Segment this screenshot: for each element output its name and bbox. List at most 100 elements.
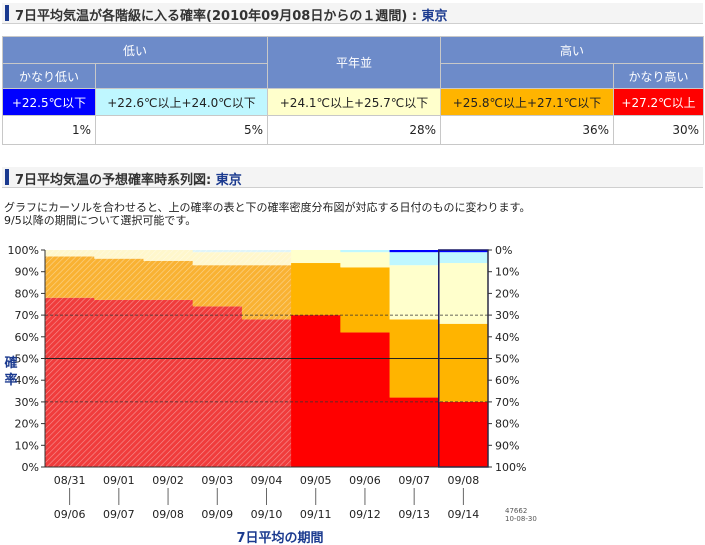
bar-segment-low[interactable] xyxy=(389,252,440,266)
bar-segment-normal[interactable] xyxy=(438,263,489,324)
left-tick-label: 0% xyxy=(22,461,39,474)
percent-high: 36% xyxy=(440,115,615,145)
x-label-end: 09/08 xyxy=(152,508,184,521)
header-accent-bar xyxy=(5,169,9,185)
left-tick-label: 10% xyxy=(15,439,39,452)
section-header-probability: 7日平均気温が各階級に入る確率(2010年09月08日からの１週間) : 東京 xyxy=(2,3,703,24)
past-hatch xyxy=(192,265,243,307)
bar-segment-high[interactable] xyxy=(438,323,489,402)
past-hatch xyxy=(192,252,243,266)
x-label-start: 09/08 xyxy=(448,474,480,487)
bar-segment-high[interactable] xyxy=(291,263,341,316)
sub-very-high-header: かなり高い xyxy=(613,63,705,89)
city-link[interactable]: 東京 xyxy=(215,173,242,188)
sub-low-blank xyxy=(94,63,269,89)
x-label-start: 09/06 xyxy=(349,474,381,487)
section-title: 7日平均気温の予想確率時系列図: 東京 xyxy=(15,169,242,188)
x-label-start: 08/31 xyxy=(54,474,86,487)
bar-segment-very-high[interactable] xyxy=(438,401,489,467)
chart-instructions: グラフにカーソルを合わせると、上の確率の表と下の確率密度分布図が対応する日付のも… xyxy=(4,201,530,227)
header-accent-bar xyxy=(5,5,9,21)
percent-normal: 28% xyxy=(267,115,442,145)
instruction-line: 9/5以降の期間について選択可能です。 xyxy=(4,214,197,227)
bar-segment-very-high[interactable] xyxy=(389,397,440,467)
past-hatch xyxy=(241,250,292,253)
range-very-low: +22.5℃以下 xyxy=(2,88,96,116)
x-label-end: 09/10 xyxy=(251,508,283,521)
group-low-header: 低い xyxy=(1,36,269,64)
group-normal-header: 平年並 xyxy=(267,36,442,89)
past-hatch xyxy=(45,297,95,467)
past-hatch xyxy=(192,306,243,467)
left-tick-label: 50% xyxy=(15,353,39,366)
left-tick-label: 60% xyxy=(15,331,39,344)
past-hatch xyxy=(143,260,194,300)
bar-segment-low[interactable] xyxy=(438,252,489,264)
range-very-high: +27.2℃以上 xyxy=(613,88,705,116)
left-tick-label: 80% xyxy=(15,287,39,300)
past-hatch xyxy=(241,319,292,467)
x-label-end: 09/11 xyxy=(300,508,332,521)
x-label-end: 09/06 xyxy=(54,508,86,521)
x-label-end: 09/09 xyxy=(201,508,233,521)
x-label-end: 09/12 xyxy=(349,508,381,521)
right-tick-label: 60% xyxy=(495,374,519,387)
x-label-start: 09/04 xyxy=(251,474,283,487)
title-text: 7日平均気温の予想確率時系列図: xyxy=(15,173,216,188)
right-tick-label: 20% xyxy=(495,287,519,300)
x-label-end: 09/13 xyxy=(398,508,430,521)
bar-segment-low[interactable] xyxy=(340,250,391,253)
bar-segment-very-low[interactable] xyxy=(438,250,489,253)
chart-stamp: 47662 xyxy=(505,507,527,515)
right-tick-label: 10% xyxy=(495,266,519,279)
past-hatch xyxy=(94,258,144,300)
section-title: 7日平均気温が各階級に入る確率(2010年09月08日からの１週間) : 東京 xyxy=(15,5,448,24)
range-high: +25.8℃以上+27.1℃以下 xyxy=(440,88,615,116)
bar-segment-high[interactable] xyxy=(340,267,391,333)
x-label-start: 09/03 xyxy=(201,474,233,487)
bar-segment-normal[interactable] xyxy=(389,265,440,320)
sub-very-low-header: かなり低い xyxy=(2,63,96,89)
left-tick-label: 30% xyxy=(15,396,39,409)
right-tick-label: 30% xyxy=(495,309,519,322)
chart-stamp: 10-08-30 xyxy=(505,515,537,523)
section-header-timeseries: 7日平均気温の予想確率時系列図: 東京 xyxy=(2,167,703,188)
past-hatch xyxy=(143,299,194,467)
past-hatch xyxy=(45,250,95,257)
x-label-start: 09/05 xyxy=(300,474,332,487)
x-axis-title: 7日平均の期間 xyxy=(236,530,323,545)
percent-very-low: 1% xyxy=(2,115,96,145)
title-text: 7日平均気温が各階級に入る確率(2010年09月08日からの１週間) : xyxy=(15,9,422,24)
instruction-line: グラフにカーソルを合わせると、上の確率の表と下の確率密度分布図が対応する日付のも… xyxy=(4,201,531,214)
past-hatch xyxy=(143,250,194,261)
x-label-start: 09/07 xyxy=(398,474,430,487)
probability-timeseries-chart[interactable]: 100% 90% 80% 70% 60% 50% 40% 30% 20% 10% 0% 0% 10% 20… xyxy=(0,236,560,545)
bar-segment-very-high[interactable] xyxy=(291,315,341,467)
bar-segment-normal[interactable] xyxy=(291,250,341,264)
past-hatch xyxy=(94,299,144,467)
left-tick-label: 70% xyxy=(15,309,39,322)
percent-low: 5% xyxy=(94,115,269,145)
range-normal: +24.1℃以上+25.7℃以下 xyxy=(267,88,442,116)
x-label-end: 09/14 xyxy=(448,508,480,521)
bar-segment-normal[interactable] xyxy=(340,252,391,268)
left-tick-label: 90% xyxy=(15,266,39,279)
left-tick-label: 100% xyxy=(8,244,39,257)
right-tick-label: 90% xyxy=(495,439,519,452)
right-tick-label: 70% xyxy=(495,396,519,409)
sub-high-blank xyxy=(440,63,615,89)
right-tick-label: 50% xyxy=(495,353,519,366)
x-label-end: 09/07 xyxy=(103,508,135,521)
probability-table: 低い 平年並 高い かなり低い かなり高い +22.5℃以下 +22.6℃以上+… xyxy=(1,36,705,145)
past-hatch xyxy=(241,252,292,266)
city-link[interactable]: 東京 xyxy=(421,9,448,24)
left-tick-label: 20% xyxy=(15,418,39,431)
past-hatch xyxy=(192,250,243,253)
y-axis-title: 確率 xyxy=(4,355,17,388)
x-label-start: 09/02 xyxy=(152,474,184,487)
x-label-start: 09/01 xyxy=(103,474,135,487)
bar-segment-very-high[interactable] xyxy=(340,332,391,467)
past-hatch xyxy=(45,256,95,298)
bar-segment-very-low[interactable] xyxy=(389,250,440,253)
past-hatch xyxy=(241,265,292,320)
